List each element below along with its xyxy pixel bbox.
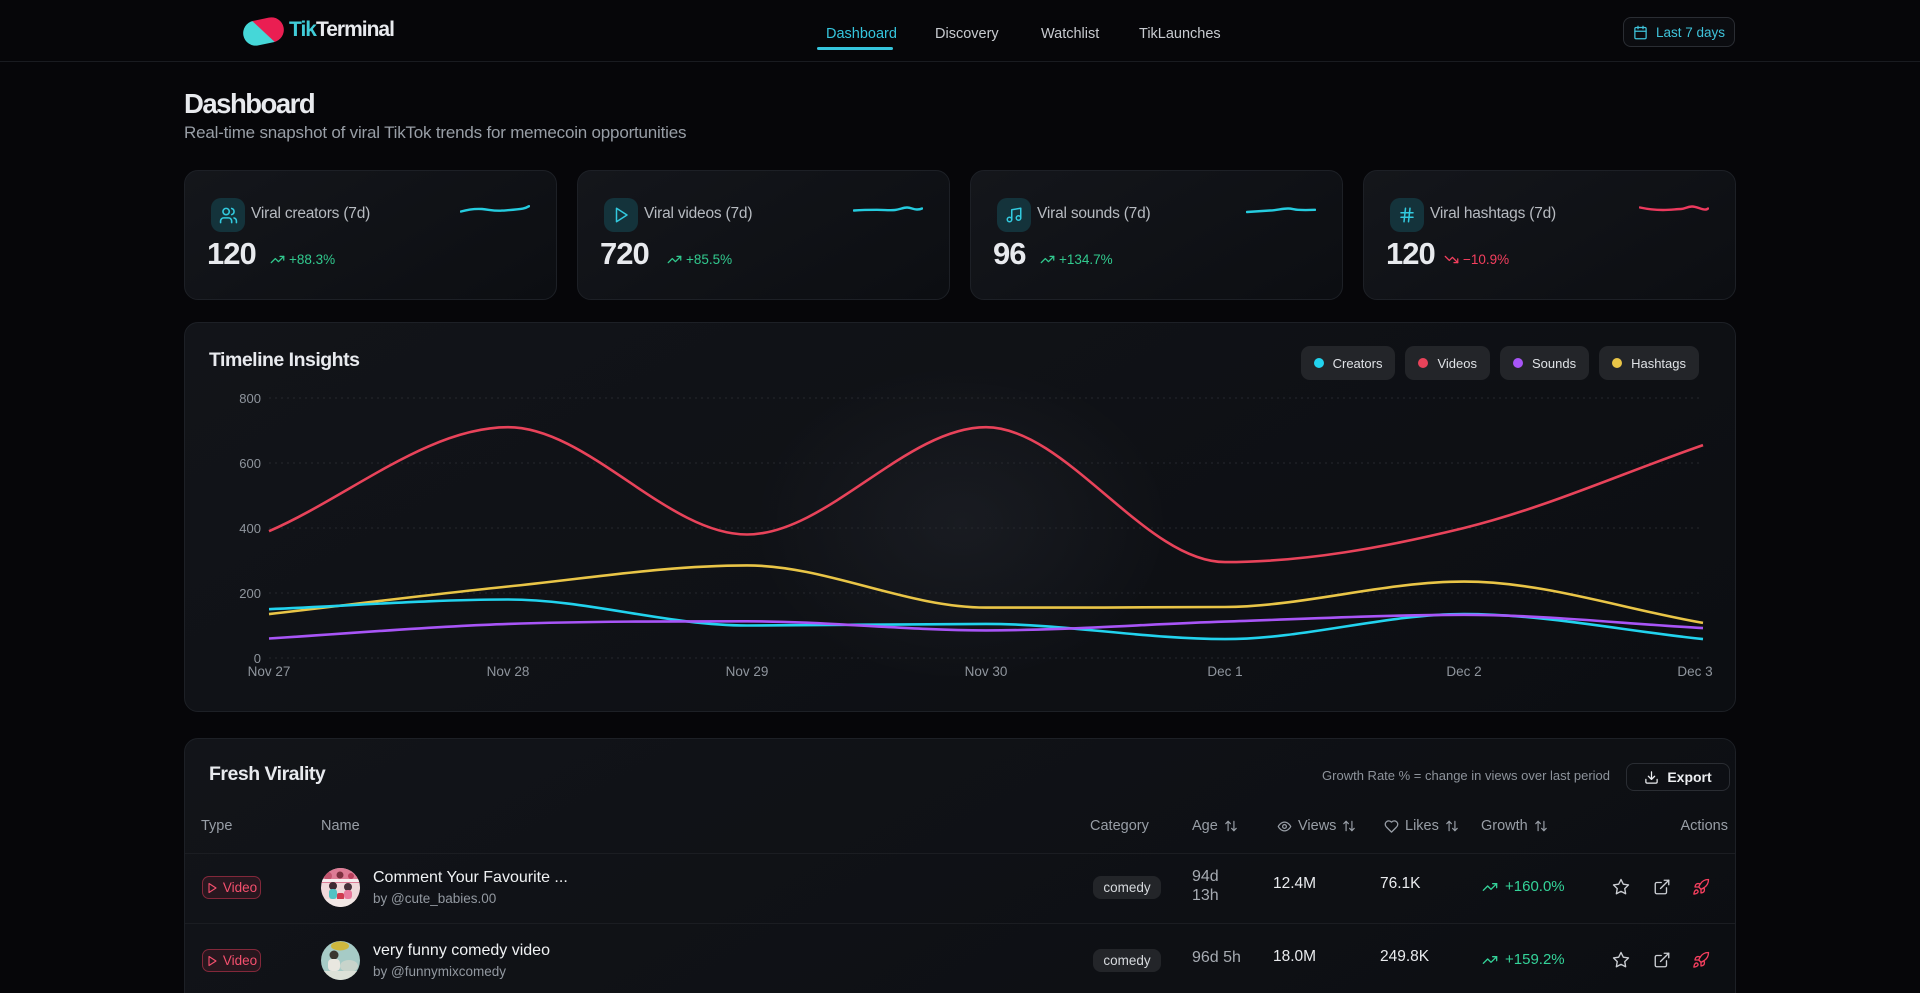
svg-text:Nov 29: Nov 29 [726, 664, 769, 679]
svg-text:Dec 1: Dec 1 [1207, 664, 1242, 679]
svg-text:Nov 27: Nov 27 [248, 664, 291, 679]
svg-text:400: 400 [239, 521, 261, 536]
svg-text:Dec 2: Dec 2 [1446, 664, 1481, 679]
svg-text:600: 600 [239, 456, 261, 471]
svg-text:200: 200 [239, 586, 261, 601]
svg-text:Nov 30: Nov 30 [965, 664, 1008, 679]
svg-text:Nov 28: Nov 28 [487, 664, 530, 679]
svg-text:800: 800 [239, 391, 261, 406]
svg-text:Dec 3: Dec 3 [1677, 664, 1712, 679]
svg-text:0: 0 [254, 651, 261, 666]
